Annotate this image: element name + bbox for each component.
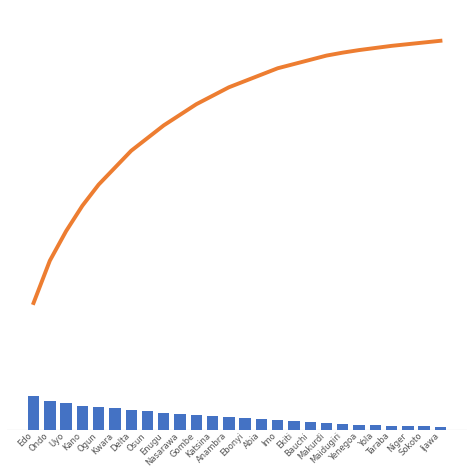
Bar <box>158 413 170 430</box>
Bar <box>126 410 137 430</box>
Bar <box>28 396 39 430</box>
Bar <box>109 408 120 430</box>
Bar <box>223 417 235 430</box>
Bar <box>288 421 300 430</box>
Bar <box>419 427 430 430</box>
Bar <box>174 414 186 430</box>
Bar <box>272 420 283 430</box>
Bar <box>304 422 316 430</box>
Bar <box>93 407 104 430</box>
Bar <box>321 423 332 430</box>
Bar <box>386 426 397 430</box>
Bar <box>44 401 55 430</box>
Bar <box>191 415 202 430</box>
Bar <box>77 406 88 430</box>
Bar <box>60 403 72 430</box>
Bar <box>239 418 251 430</box>
Bar <box>337 424 348 430</box>
Bar <box>207 416 219 430</box>
Bar <box>354 425 365 430</box>
Bar <box>142 410 153 430</box>
Bar <box>402 426 414 430</box>
Bar <box>435 428 446 430</box>
Bar <box>255 419 267 430</box>
Bar <box>370 425 381 430</box>
